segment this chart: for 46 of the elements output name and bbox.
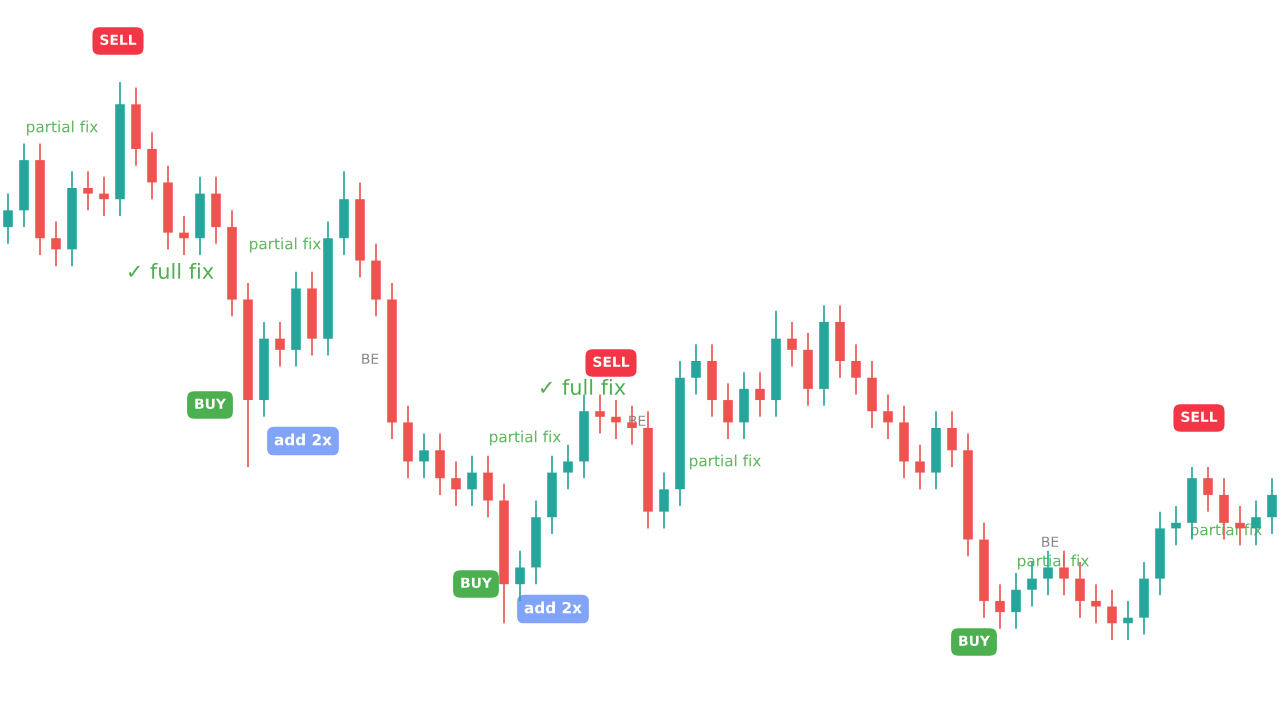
candlestick <box>1011 572 1021 630</box>
text: SELL <box>100 34 137 46</box>
candlestick <box>563 443 573 491</box>
candlestick <box>883 393 893 440</box>
candlestick <box>995 583 1005 630</box>
candlestick <box>1203 466 1213 513</box>
candlestick <box>755 371 765 418</box>
candlestick <box>83 170 93 212</box>
candlestick <box>1171 505 1181 546</box>
candlestick <box>947 410 957 468</box>
candlestick <box>179 215 189 256</box>
annotation: BE <box>1042 536 1059 547</box>
candlestick <box>1123 600 1133 640</box>
candlestick <box>787 321 797 368</box>
candlestick <box>515 549 525 602</box>
annotation: partial fix <box>490 430 561 446</box>
candlestick <box>51 220 61 267</box>
annotation: partial fix <box>690 454 761 470</box>
annotation: partial fix <box>250 237 321 253</box>
candlestick <box>275 321 285 368</box>
annotation: BE <box>362 353 379 364</box>
candlestick <box>419 432 429 480</box>
candlestick <box>851 343 861 396</box>
candlestick <box>611 399 621 440</box>
annotation: BUY <box>959 635 991 647</box>
candlestick <box>467 455 477 507</box>
annotation: SELL <box>593 356 630 368</box>
candlestick <box>1267 477 1277 535</box>
annotation: partial fix <box>27 120 98 136</box>
candlestick <box>1107 588 1117 640</box>
candlestick <box>451 460 461 507</box>
candlestick <box>915 443 925 491</box>
candlestick <box>595 393 605 435</box>
candlestick <box>1091 583 1101 625</box>
annotation: add 2x <box>524 601 582 614</box>
candlestick <box>3 192 13 245</box>
annotation: BUY <box>461 577 493 589</box>
annotation: BUY <box>195 398 227 410</box>
candlestick <box>99 176 109 217</box>
candlestick <box>723 382 733 440</box>
candlestick <box>691 343 701 396</box>
annotation: SELL <box>1181 411 1218 423</box>
annotation: ✓ full fix <box>128 262 214 280</box>
annotation: add 2x <box>274 433 332 446</box>
annotation: ✓ full fix <box>540 378 626 396</box>
candlestick <box>659 471 669 530</box>
